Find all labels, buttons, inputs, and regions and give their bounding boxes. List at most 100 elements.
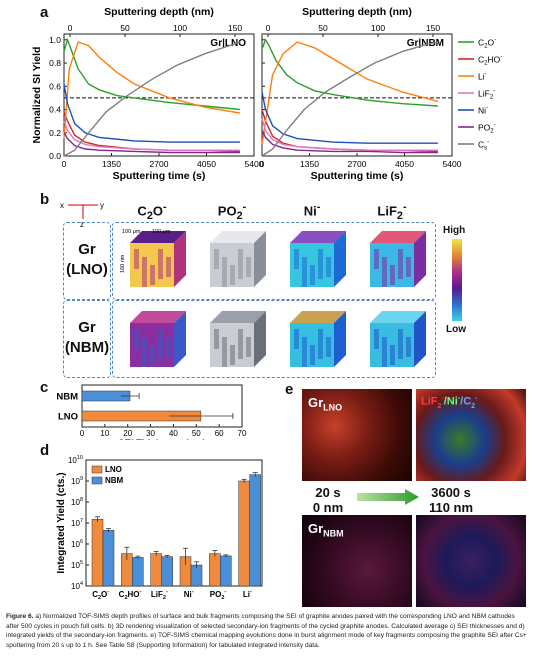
legend-label: Cs- (478, 140, 489, 152)
series-line (261, 130, 438, 154)
x-tick-label: 1350 (300, 159, 319, 169)
map-gr-lno: GrLNO (302, 389, 412, 481)
dim-w: 100 μm (122, 229, 141, 235)
series-line (261, 118, 438, 151)
cube-texture (326, 257, 331, 277)
category-label: Ni- (184, 589, 194, 599)
chart-title: Gr|LNO (210, 38, 246, 49)
cube-top (130, 311, 186, 323)
chart-title: Gr|NBM (407, 38, 444, 49)
x-axis-title: Sputtering time (s) (113, 170, 206, 182)
cube-texture (398, 249, 403, 279)
cube-texture (158, 329, 163, 359)
x2-tick-label: 0 (68, 23, 73, 33)
cube-texture (134, 249, 139, 269)
x-tick-label: 30 (146, 429, 155, 438)
cube-texture (222, 257, 227, 287)
cube-texture (214, 249, 219, 269)
legend-label: LiF2- (478, 89, 495, 101)
cube-texture (246, 337, 251, 357)
axis-triad: x y z (60, 201, 104, 229)
cube-texture (134, 329, 139, 349)
cube-texture (302, 337, 307, 367)
x-tick-label: 40 (169, 429, 178, 438)
series-line (63, 83, 240, 143)
cube-top (290, 231, 346, 243)
dim-h: 160 nm (120, 254, 126, 273)
cube-texture (398, 329, 403, 359)
map-overlay-nbm (416, 515, 526, 607)
series-line (63, 41, 241, 157)
row-label-nbm: Gr (NBM) (64, 319, 110, 356)
bar-lno (209, 553, 221, 587)
cube-texture (230, 265, 235, 285)
cube-texture (374, 329, 379, 349)
legend-label: Ni- (478, 106, 488, 116)
legend-swatch (91, 465, 103, 474)
bar-lno (238, 480, 250, 587)
map-gr-lno-label: GrLNO (308, 395, 343, 413)
x-tick-label: 10 (100, 429, 109, 438)
y-tick-label: 0.8 (49, 58, 61, 68)
cube-texture (238, 249, 243, 279)
cube-texture (390, 265, 395, 285)
legend-label: NBM (105, 476, 124, 485)
x2-tick-label: 0 (266, 23, 271, 33)
x-tick-label: 2700 (348, 159, 367, 169)
cube-texture (238, 329, 243, 359)
cube-texture (294, 249, 299, 269)
x-tick-label: 70 (238, 429, 247, 438)
series-line (63, 120, 240, 151)
row-box-lno (112, 222, 436, 300)
bar-lno (91, 519, 104, 587)
cube-lno-0 (130, 231, 186, 287)
plot-frame (81, 384, 243, 428)
x2-tick-label: 50 (120, 23, 130, 33)
row-label-box-nbm (63, 300, 111, 378)
row-label-box-lno (63, 222, 111, 300)
bar-lno (150, 553, 162, 587)
cube-texture (326, 337, 331, 357)
x-tick-label: 5400 (443, 159, 462, 169)
cube-lno-2 (290, 231, 346, 287)
y-tick-label: 0.4 (49, 105, 61, 115)
y-tick-label: 1010 (68, 455, 83, 465)
panel-c-letter: c (40, 379, 49, 396)
cube-texture (374, 249, 379, 269)
colorbar-low-label: Low (446, 324, 466, 335)
x-axis-title: SEI Thickness (nm) (118, 438, 206, 440)
series-line (261, 41, 439, 157)
colorbar-high-label: High (443, 225, 466, 236)
cube-texture (150, 345, 155, 365)
category-label: LiF2- (151, 589, 168, 601)
legend: C2O- C2HO- Li- LiF2- Ni- PO2- Cs- (458, 38, 502, 152)
y-tick-label: 108 (71, 497, 83, 507)
panel-e-letter: e (285, 381, 294, 398)
cube-side (174, 311, 186, 367)
map-overlay-label: LiF2-/Ni-/C2- (421, 395, 478, 410)
y-tick-label: 107 (71, 518, 83, 528)
col-header-ni: Ni- (303, 201, 321, 219)
x-tick-label: 4050 (197, 159, 216, 169)
cube-texture (142, 337, 147, 367)
panel-a-letter: a (40, 4, 49, 21)
cube-texture (406, 257, 411, 277)
cube-texture (318, 329, 323, 359)
cube-side (414, 231, 426, 287)
x-tick-label: 5400 (245, 159, 264, 169)
map-overlay-lif2-ni-c2: LiF2-/Ni-/C2- (416, 389, 526, 481)
cube-texture (150, 265, 155, 285)
series-line (261, 38, 438, 107)
cube-texture (166, 337, 171, 357)
y-tick-label: 105 (71, 560, 83, 570)
legend-label: PO2- (478, 123, 496, 135)
time-end: 3600 s 110 nm (428, 485, 474, 515)
legend-label: Li- (478, 72, 487, 82)
x2-tick-label: 150 (426, 23, 440, 33)
legend-label: C2O- (478, 38, 496, 50)
x2-tick-label: 150 (228, 23, 242, 33)
cube-nbm-3 (370, 311, 426, 367)
legend-label: LNO (105, 465, 122, 474)
cube-side (254, 311, 266, 367)
col-header-lif2: LiF2- (377, 201, 407, 222)
